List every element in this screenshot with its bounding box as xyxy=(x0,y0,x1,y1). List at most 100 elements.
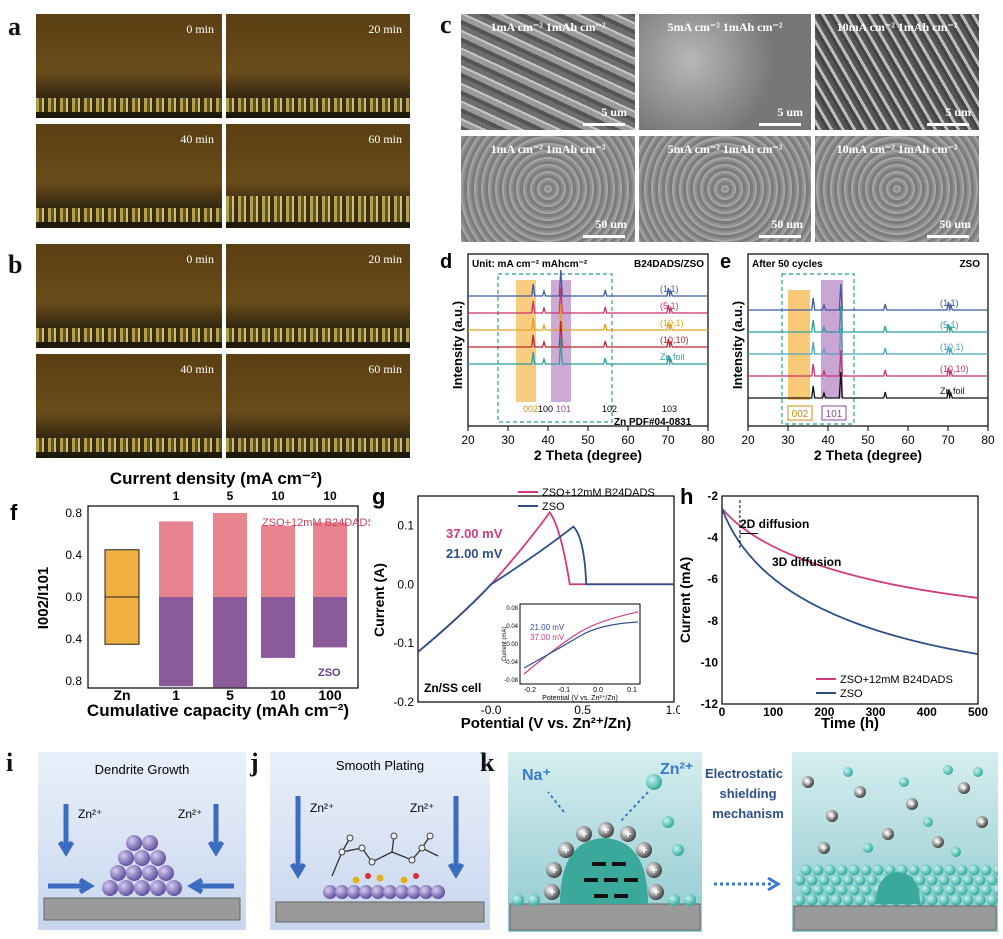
zn-deposit-atom xyxy=(806,894,818,906)
molecule-atom xyxy=(338,848,346,856)
time-label: 0 min xyxy=(186,252,214,266)
xrd-trace xyxy=(748,283,988,311)
zn-deposit-atom xyxy=(920,864,932,876)
optical-image-a-60: 60 min xyxy=(226,124,410,228)
plus-sign: + xyxy=(885,829,890,839)
top-tick-label: 10 xyxy=(271,489,285,503)
zn-deposit-atom xyxy=(938,894,950,906)
sem-image-top-1: 1mA cm⁻² 1mAh cm⁻² 5 um xyxy=(461,14,635,130)
ion-label-left: Zn²⁺ xyxy=(78,807,102,821)
molecule-atom xyxy=(358,844,366,852)
inset-x-tick: 0.1 xyxy=(627,687,637,694)
inset-x-tick: -0.1 xyxy=(558,687,570,694)
zn-ion xyxy=(528,894,540,906)
zn-atom xyxy=(126,865,142,881)
xrd-trace xyxy=(748,305,988,333)
panel-letter-b: b xyxy=(8,250,23,279)
schematic-dendrite: Dendrite Growth Zn²⁺ Zn²⁺ xyxy=(38,752,246,930)
zn-deposit-atom xyxy=(830,874,842,886)
zn-atom xyxy=(166,880,182,896)
zn-atom xyxy=(407,885,421,899)
zn-deposit-atom xyxy=(866,874,878,886)
scale-bar xyxy=(759,123,801,126)
mechanism-label-2: shielding xyxy=(719,786,776,801)
chart-title-right: ZSO xyxy=(959,259,980,270)
x-tick-label: 60 xyxy=(901,433,915,447)
zn-deposit-atom xyxy=(962,874,974,886)
zn-ion xyxy=(951,847,961,857)
na-ion xyxy=(636,842,652,858)
x-axis-label: Cumulative capacity (mAh cm⁻²) xyxy=(87,701,349,720)
scale-bar xyxy=(927,235,969,238)
scale-label: 5 um xyxy=(601,105,627,119)
panel-letter-g: g xyxy=(372,484,385,509)
na-ion xyxy=(544,884,560,900)
zn-atom xyxy=(158,865,174,881)
peak-label-002: 002 xyxy=(523,404,538,414)
zn-label: Zn²⁺ xyxy=(660,761,693,778)
ion-label-right: Zn²⁺ xyxy=(178,807,202,821)
x-tick-label: 500 xyxy=(968,705,988,719)
xrd-trace xyxy=(468,286,708,314)
peak-label-103: 103 xyxy=(662,404,677,414)
annotation-37mv: 37.00 mV xyxy=(446,526,503,541)
optical-image-b-40: 40 min xyxy=(36,354,222,458)
zn-deposit-atom xyxy=(836,864,848,876)
sulfonate-atom xyxy=(352,876,360,884)
series-label: Zn foil xyxy=(660,352,685,362)
inset-annotation-2: 37.00 mV xyxy=(530,633,565,642)
zn-atom xyxy=(134,880,150,896)
xrd-trace xyxy=(468,303,708,331)
zn-deposit-atom xyxy=(854,894,866,906)
zn-deposit-atom xyxy=(932,864,944,876)
y-tick-label: 0.8 xyxy=(65,506,82,520)
top-tick-label: 1 xyxy=(173,489,180,503)
inset-frame xyxy=(519,603,641,685)
sem-image-bottom-1: 1mA cm⁻² 1mAh cm⁻² 50 um xyxy=(461,136,635,242)
scale-bar xyxy=(583,123,625,126)
arrow-down-left xyxy=(57,804,75,857)
plot-frame xyxy=(87,505,359,689)
zn-deposit-atom xyxy=(842,874,854,886)
na-ion xyxy=(558,842,574,858)
inset-y-tick: -0.08 xyxy=(504,678,518,684)
mechanism-label-3: mechanism xyxy=(712,806,784,821)
x-axis-label: 2 Theta (degree) xyxy=(814,447,922,463)
xrd-trace xyxy=(468,337,708,365)
schematic-background xyxy=(270,752,490,930)
zn-deposit-atom xyxy=(962,894,974,906)
optical-image-a-40: 40 min xyxy=(36,124,222,228)
x-tick-label: 100 xyxy=(318,687,342,703)
x-tick-label: 200 xyxy=(814,705,834,719)
plot-frame xyxy=(721,495,979,705)
zn-deposit-atom xyxy=(968,884,980,896)
x-tick-label: 1.0 xyxy=(666,703,680,717)
inset-y-tick: -0.04 xyxy=(504,660,518,666)
y-axis-label: Current (A) xyxy=(371,563,387,637)
plus-sign: + xyxy=(935,837,940,847)
zn-deposit-atom xyxy=(926,874,938,886)
series-label: (10,1) xyxy=(660,318,684,328)
zn-atom xyxy=(359,885,373,899)
plus-sign: + xyxy=(829,811,834,821)
legend-top: ZSO+12mM B24DADS xyxy=(262,517,370,529)
peak-label-101: 101 xyxy=(826,409,843,420)
sem-title: 1mA cm⁻² 1mAh cm⁻² xyxy=(490,142,606,156)
zn-ion xyxy=(943,765,953,775)
molecule-atom xyxy=(390,832,398,840)
xrd-trace xyxy=(468,269,708,297)
y-axis-label: Intensity (a.u.) xyxy=(730,301,745,389)
y-tick-label: 0.8 xyxy=(65,674,82,688)
legend-2: ZSO xyxy=(542,501,565,513)
annotation-3d: 3D diffusion xyxy=(772,555,841,569)
plus-sign: + xyxy=(548,885,555,899)
bar-top xyxy=(159,521,193,597)
zn-deposit-atom xyxy=(848,864,860,876)
zn-atom xyxy=(419,885,433,899)
zn-atom xyxy=(395,885,409,899)
zn-deposit-atom xyxy=(800,864,812,876)
zn-ion xyxy=(863,843,873,853)
peak-label-box-002 xyxy=(787,405,813,421)
na-ion xyxy=(576,826,592,842)
peak-label-002: 002 xyxy=(792,409,809,420)
